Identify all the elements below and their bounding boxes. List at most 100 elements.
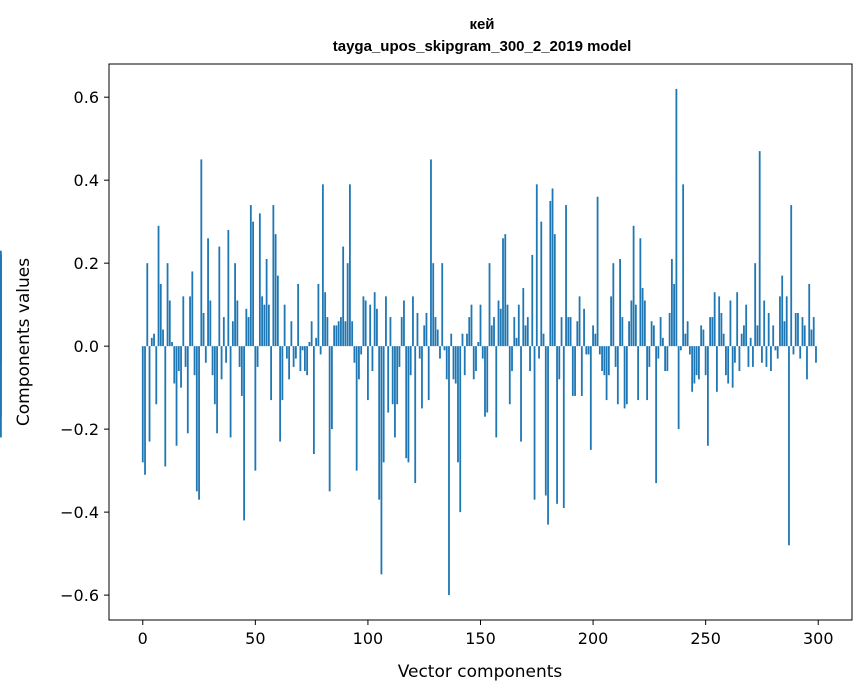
bar-173 — [531, 254, 534, 347]
bar-278 — [767, 312, 770, 347]
bar-198 — [587, 346, 590, 355]
bar-85 — [333, 325, 336, 347]
bar-30 — [209, 300, 212, 347]
bar-32 — [213, 346, 216, 405]
bar-41 — [234, 263, 236, 347]
bar-33 — [216, 346, 218, 434]
bar-254 — [713, 292, 716, 347]
bar-220 — [637, 346, 640, 401]
bar-206 — [605, 346, 608, 401]
bar-40 — [231, 321, 234, 347]
bar-128 — [430, 159, 432, 347]
bar-299 — [815, 346, 817, 363]
bar-154 — [488, 263, 491, 347]
bar-197 — [585, 346, 588, 355]
bar-100 — [367, 346, 369, 401]
bar-37 — [225, 346, 227, 363]
x-tick-label: 50 — [245, 629, 265, 648]
bar-60 — [276, 275, 279, 347]
bar-219 — [634, 304, 637, 347]
bar-46 — [245, 308, 248, 347]
bar-134 — [443, 346, 446, 351]
bar-182 — [551, 188, 554, 347]
bar-174 — [533, 346, 536, 500]
bar-168 — [520, 346, 522, 442]
bar-169 — [522, 288, 525, 347]
bar-21 — [189, 296, 191, 347]
bar-81 — [324, 292, 327, 347]
bar-149 — [477, 342, 480, 347]
bar-241 — [684, 333, 687, 347]
bar-145 — [468, 317, 471, 347]
bar-211 — [616, 346, 619, 405]
bar-167 — [517, 304, 520, 347]
bar-294 — [803, 325, 806, 347]
bar-101 — [369, 304, 372, 347]
bar-181 — [549, 200, 552, 347]
bar-104 — [376, 308, 378, 347]
bar-124 — [421, 346, 423, 409]
bar-105 — [378, 346, 381, 500]
y-tick-label: 0.4 — [74, 171, 99, 190]
bar-160 — [502, 238, 504, 347]
chart-title: кей — [469, 16, 494, 33]
x-tick-label: 300 — [803, 629, 834, 648]
y-tick-label: 0.2 — [74, 254, 99, 273]
bar-225 — [648, 346, 651, 367]
bar-49 — [252, 221, 254, 347]
bar-43 — [238, 346, 241, 367]
bar-7 — [157, 225, 160, 347]
y-tick-label: 0.0 — [74, 337, 99, 356]
bar-204 — [601, 346, 603, 372]
bar-35 — [220, 346, 223, 380]
bar-61 — [279, 346, 282, 442]
bar-121 — [414, 346, 417, 484]
bar-279 — [770, 346, 772, 372]
bar-230 — [659, 317, 662, 347]
bar-55 — [265, 259, 268, 347]
bar-147 — [472, 346, 475, 380]
bar-120 — [412, 296, 414, 347]
bar-262 — [731, 346, 734, 388]
bar-80 — [321, 184, 324, 347]
bar-6 — [155, 346, 158, 405]
bar-243 — [688, 346, 691, 355]
bar-143 — [463, 346, 466, 376]
bar-73 — [306, 346, 309, 376]
bar-19 — [184, 346, 187, 367]
bar-52 — [258, 213, 261, 347]
bar-9 — [162, 329, 164, 347]
x-tick-label: 250 — [690, 629, 721, 648]
bar-142 — [461, 333, 464, 347]
bar-240 — [682, 184, 685, 347]
bar-258 — [722, 333, 725, 347]
bar-178 — [542, 333, 545, 347]
y-axis-ticks: 0.6 0.4 0.2 0.0 −0.2 −0.4 −0.6 — [60, 88, 109, 605]
bar-268 — [745, 304, 748, 347]
bar-177 — [540, 221, 543, 347]
bar-135 — [445, 346, 448, 380]
bar-153 — [486, 346, 489, 413]
bar-117 — [405, 346, 408, 459]
bar-152 — [484, 346, 486, 417]
bar-162 — [506, 304, 509, 347]
bar-103 — [373, 292, 376, 347]
bar-193 — [576, 321, 579, 347]
bar-244 — [691, 346, 694, 392]
bar-77 — [315, 337, 318, 347]
bar-50 — [254, 346, 257, 471]
bar-195 — [580, 346, 583, 396]
bar-217 — [630, 300, 633, 347]
bar-232 — [664, 346, 667, 372]
bar-186 — [560, 317, 563, 347]
bar-290 — [794, 312, 797, 347]
bar-3 — [148, 346, 151, 442]
bar-175 — [535, 184, 538, 347]
bar-248 — [700, 325, 703, 347]
bars — [0, 88, 817, 596]
bar-107 — [382, 346, 385, 463]
bar-275 — [761, 346, 763, 363]
bar-236 — [673, 283, 676, 347]
bar-28 — [204, 346, 207, 363]
bar-16 — [177, 346, 180, 372]
